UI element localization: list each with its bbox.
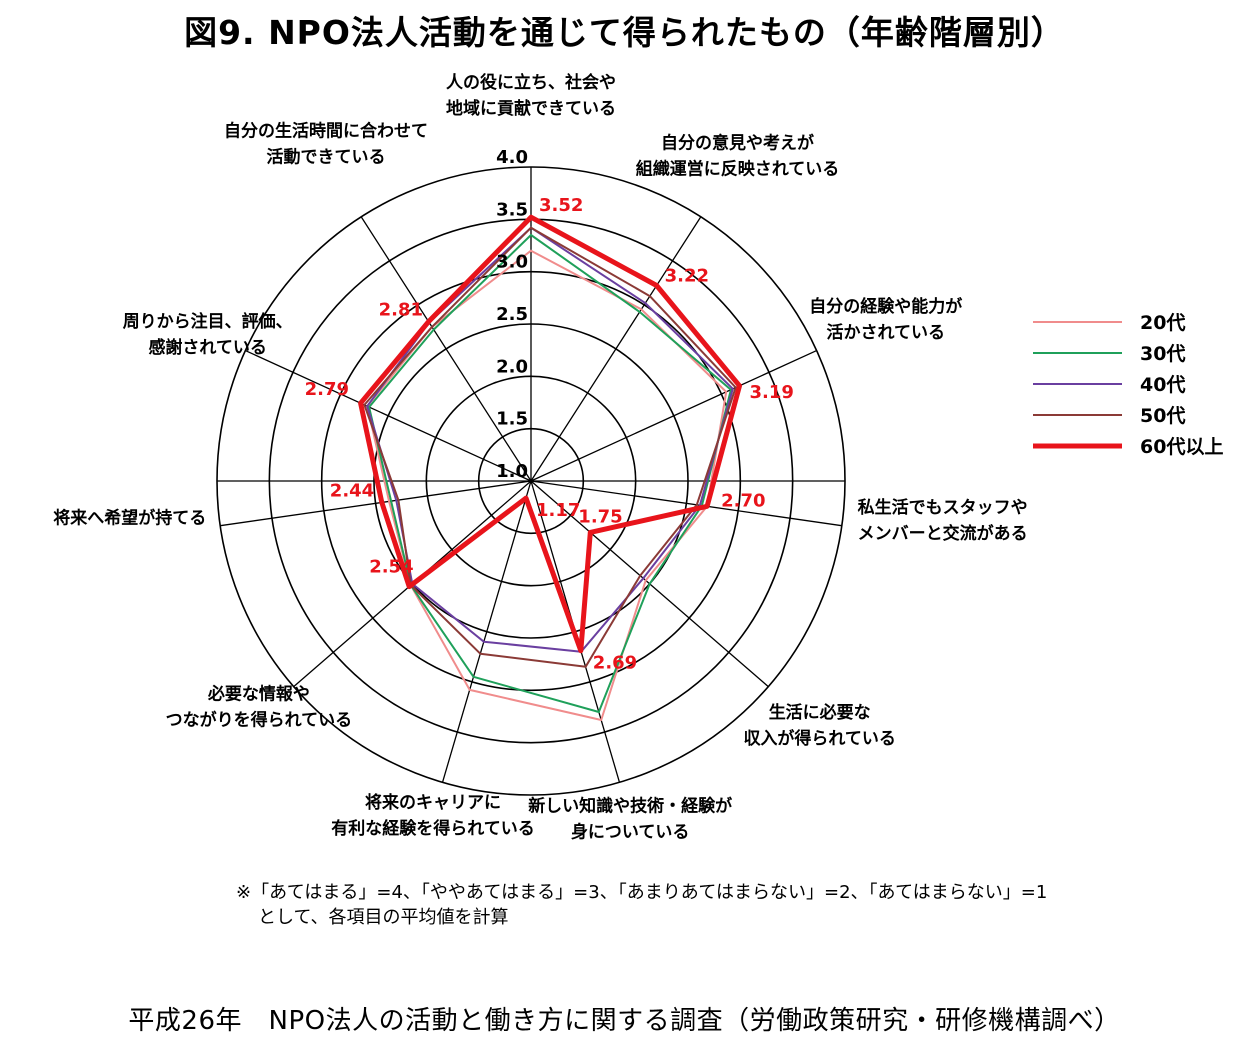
category-label: 人の役に立ち、社会や — [446, 72, 616, 93]
category-label: 将来のキャリアに — [365, 792, 501, 813]
legend-label-3: 40代 — [1140, 374, 1185, 396]
value-label: 2.70 — [721, 490, 765, 511]
category-label: 自分の経験や能力が — [809, 296, 962, 317]
category-label: 必要な情報や — [207, 684, 310, 705]
value-label: 3.19 — [750, 382, 794, 403]
category-label: つながりを得られている — [166, 710, 353, 731]
footnote-line-1: ※「あてはまる」=4、「ややあてはまる」=3、「あまりあてはまらない」=2、「あ… — [236, 882, 1048, 903]
category-label: 収入が得られている — [743, 728, 896, 749]
category-label: 感謝されている — [148, 337, 267, 358]
category-label: メンバーと交流がある — [858, 523, 1028, 544]
tick-label: 2.0 — [496, 356, 528, 377]
category-labels: 人の役に立ち、社会や地域に貢献できている自分の意見や考えが組織運営に反映されてい… — [53, 72, 1027, 843]
value-label: 2.81 — [379, 300, 423, 321]
tick-label: 2.5 — [496, 304, 528, 325]
tick-label: 1.0 — [496, 461, 528, 482]
radial-tick-labels: 1.0 1.5 2.0 2.5 3.0 3.5 4.0 — [496, 147, 528, 482]
grid-spoke — [530, 216, 702, 482]
grid-spoke — [441, 480, 532, 783]
category-label: 私生活でもスタッフや — [858, 497, 1028, 518]
value-label: 2.54 — [369, 557, 413, 578]
grid-spoke — [530, 349, 817, 482]
series-line-4 — [363, 226, 737, 668]
grid-spoke — [220, 480, 532, 527]
tick-label: 1.5 — [496, 409, 528, 430]
series-line-2 — [368, 234, 732, 713]
category-label: 新しい知識や技術・経験が — [528, 796, 732, 817]
series-line-5 — [358, 214, 742, 654]
value-label: 2.44 — [330, 480, 374, 501]
category-label: 有利な経験を得られている — [331, 818, 535, 839]
grid-spoke — [530, 480, 842, 527]
tick-label: 3.5 — [496, 199, 528, 220]
value-label: 1.17 — [536, 500, 580, 521]
category-label: 活かされている — [827, 322, 946, 343]
source-line: 平成26年 NPO法人の活動と働き方に関する調査（労働政策研究・研修機構調べ） — [128, 1006, 1121, 1036]
legend-label-4: 50代 — [1140, 405, 1185, 427]
value-label: 1.75 — [578, 506, 622, 527]
category-label: 身についている — [571, 822, 690, 843]
tick-label: 4.0 — [496, 147, 528, 168]
category-label: 生活に必要な — [769, 702, 871, 723]
category-label: 自分の意見や考えが — [661, 133, 814, 154]
legend-label-2: 30代 — [1140, 343, 1185, 365]
value-label: 3.52 — [539, 195, 583, 216]
value-label: 3.22 — [665, 266, 709, 287]
grid-spoke — [245, 349, 532, 482]
footnote: ※「あてはまる」=4、「ややあてはまる」=3、「あまりあてはまらない」=2、「あ… — [236, 880, 1047, 930]
legend-label-5: 60代以上 — [1140, 436, 1223, 458]
category-label: 地域に貢献できている — [446, 98, 616, 119]
value-label: 2.79 — [305, 379, 349, 400]
value-label: 2.69 — [593, 653, 637, 674]
radar-grid — [216, 166, 846, 796]
value-labels: 3.52 3.22 3.19 2.70 1.75 2.69 1.17 2.54 2.44 2.79… — [305, 195, 794, 674]
footnote-line-2: として、各項目の平均値を計算 — [258, 907, 509, 928]
grid-spoke — [360, 216, 532, 482]
category-label: 組織運営に反映されている — [636, 159, 840, 180]
series-line-3 — [366, 226, 734, 653]
category-label: 将来へ希望が持てる — [53, 508, 206, 529]
legend-label-1: 20代 — [1140, 312, 1185, 334]
radar-series — [358, 214, 742, 721]
page-title: 図9. NPO法人活動を通じて得られたもの（年齢階層別） — [184, 13, 1065, 52]
category-label: 自分の生活時間に合わせて — [224, 121, 428, 142]
category-label: 活動できている — [267, 147, 386, 168]
legend: 20代 30代 40代 50代 60代以上 — [1033, 312, 1223, 458]
tick-label: 3.0 — [496, 252, 528, 273]
radar-chart: 1.0 1.5 2.0 2.5 3.0 3.5 4.0 3.52 3.22 3.19 2.70 1.… — [53, 72, 1223, 843]
category-label: 周りから注目、評価、 — [123, 311, 293, 332]
